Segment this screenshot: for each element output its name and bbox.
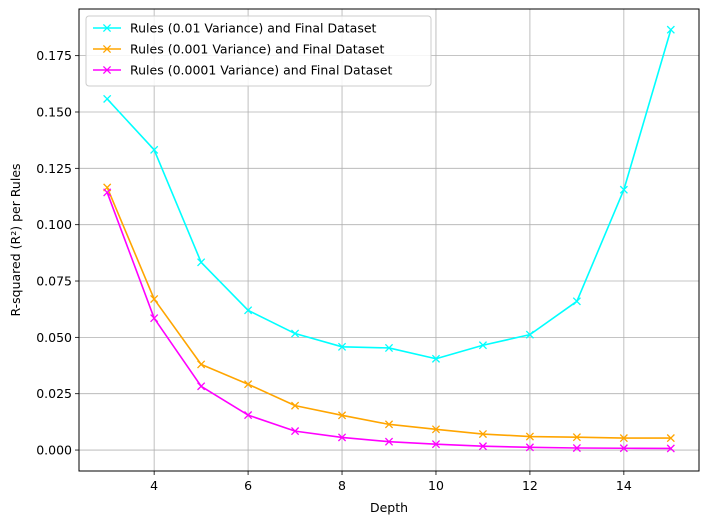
data-point bbox=[384, 343, 394, 353]
data-point bbox=[150, 314, 159, 323]
x-axis: 4 6 8 10 12 14 bbox=[150, 471, 632, 493]
y-tick-label: 0.175 bbox=[36, 48, 72, 63]
data-point bbox=[291, 427, 300, 436]
data-point bbox=[244, 380, 253, 389]
series-3 bbox=[103, 188, 675, 453]
x-tick-label: 10 bbox=[428, 478, 444, 493]
data-point bbox=[291, 401, 300, 410]
data-point bbox=[337, 411, 347, 420]
data-point bbox=[572, 443, 581, 453]
data-point bbox=[103, 188, 112, 197]
data-point bbox=[197, 360, 206, 369]
series-2 bbox=[103, 183, 675, 443]
data-point bbox=[478, 429, 487, 439]
legend-marker bbox=[102, 44, 112, 54]
data-point bbox=[291, 329, 300, 338]
data-point bbox=[244, 306, 253, 315]
x-tick-label: 4 bbox=[150, 478, 158, 493]
y-tick-label: 0.125 bbox=[36, 161, 72, 176]
data-point bbox=[197, 258, 206, 267]
x-tick-label: 6 bbox=[244, 478, 252, 493]
series-1 bbox=[103, 25, 675, 363]
data-point bbox=[384, 420, 394, 429]
data-point bbox=[150, 145, 159, 154]
y-axis: 0.000 0.025 0.050 0.075 0.100 0.125 0.150 0.175 bbox=[36, 48, 79, 458]
data-point bbox=[619, 444, 628, 453]
x-tick-label: 12 bbox=[522, 478, 538, 493]
series-line bbox=[106, 187, 671, 439]
x-axis-label: Depth bbox=[370, 500, 408, 515]
data-point bbox=[666, 434, 675, 443]
legend-box bbox=[85, 15, 432, 87]
data-point bbox=[431, 354, 441, 363]
data-point bbox=[431, 425, 441, 434]
series-line bbox=[106, 192, 671, 450]
legend-label: Rules (0.01 Variance) and Final Dataset bbox=[130, 21, 377, 36]
legend-item-3: Rules (0.0001 Variance) and Final Datase… bbox=[93, 63, 392, 78]
y-tick-label: 0.050 bbox=[36, 330, 72, 345]
data-point bbox=[337, 342, 347, 351]
legend-item-2: Rules (0.001 Variance) and Final Dataset bbox=[93, 42, 384, 57]
data-point bbox=[572, 433, 581, 442]
y-tick-label: 0.100 bbox=[36, 217, 72, 232]
legend-item-1: Rules (0.01 Variance) and Final Dataset bbox=[93, 21, 377, 36]
data-point bbox=[619, 434, 628, 443]
legend-marker bbox=[102, 23, 112, 33]
legend-label: Rules (0.001 Variance) and Final Dataset bbox=[130, 42, 384, 57]
legend-label: Rules (0.0001 Variance) and Final Datase… bbox=[130, 63, 392, 78]
series-layer bbox=[103, 25, 675, 453]
legend: Rules (0.01 Variance) and Final Dataset R… bbox=[85, 15, 432, 87]
y-tick-label: 0.075 bbox=[36, 274, 72, 289]
data-point bbox=[150, 294, 159, 304]
y-axis-label: R-squared (R²) per Rules bbox=[8, 163, 23, 316]
y-tick-label: 0.025 bbox=[36, 386, 72, 401]
data-point bbox=[525, 432, 534, 441]
data-point bbox=[244, 411, 253, 420]
data-point bbox=[572, 297, 581, 306]
data-point bbox=[478, 442, 487, 451]
data-point bbox=[619, 185, 628, 194]
x-tick-label: 14 bbox=[616, 478, 632, 493]
x-tick-label: 8 bbox=[338, 478, 346, 493]
data-point bbox=[337, 433, 347, 442]
data-point bbox=[103, 94, 112, 103]
data-point bbox=[666, 444, 675, 453]
data-point bbox=[525, 330, 534, 339]
y-tick-label: 0.150 bbox=[36, 104, 72, 119]
plot-frame bbox=[78, 8, 700, 472]
y-tick-label: 0.000 bbox=[36, 443, 72, 458]
data-point bbox=[431, 440, 441, 449]
data-point bbox=[666, 25, 675, 34]
data-point bbox=[525, 443, 534, 452]
data-point bbox=[197, 382, 206, 391]
legend-marker bbox=[102, 65, 112, 75]
data-point bbox=[478, 341, 487, 350]
data-point bbox=[384, 437, 394, 446]
